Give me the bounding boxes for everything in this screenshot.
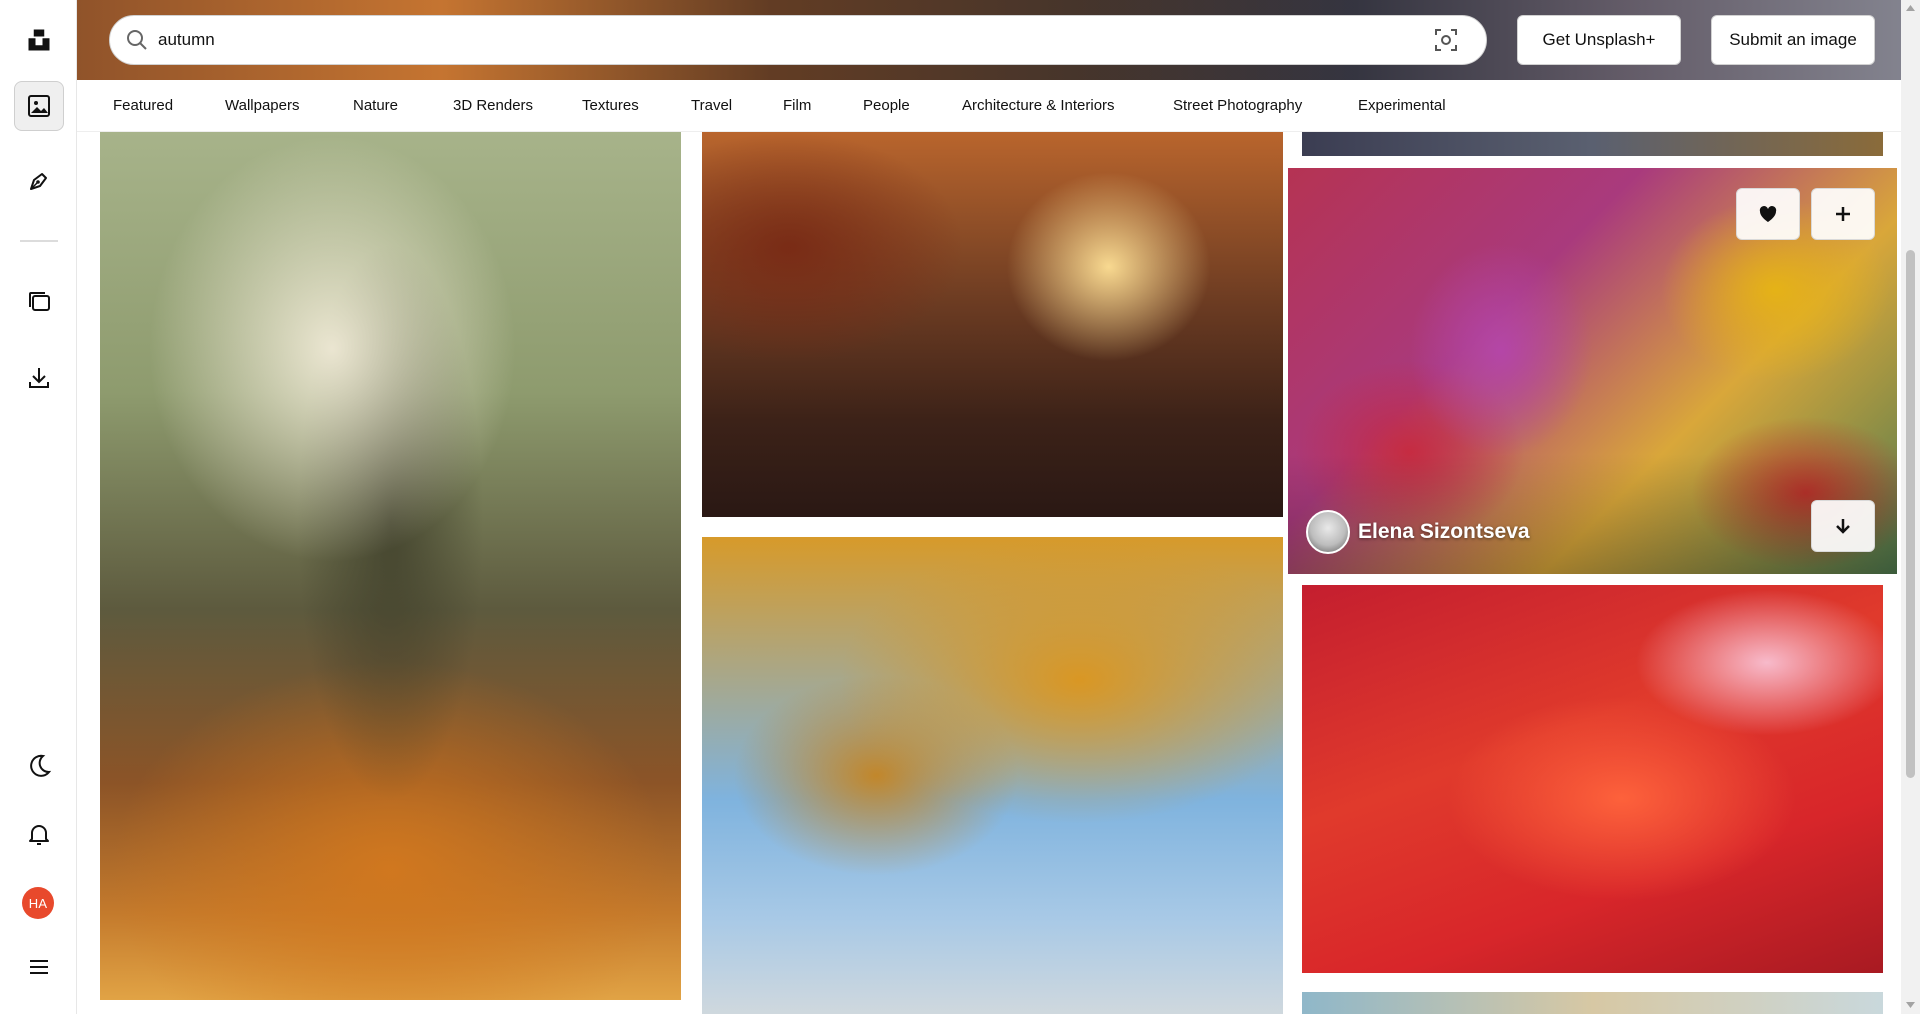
unsplash-logo-icon[interactable] [14, 15, 64, 65]
category-travel[interactable]: Travel [691, 97, 733, 114]
photo-author[interactable]: Elena Sizontseva [1306, 510, 1530, 554]
top-header: Get Unsplash+ Submit an image [77, 0, 1901, 80]
scrollbar[interactable] [1901, 0, 1920, 1014]
plus-icon [1836, 207, 1850, 221]
arrow-down-icon [1836, 519, 1850, 534]
moon-icon [30, 754, 52, 777]
red-maple-leaves-photo[interactable] [1302, 585, 1883, 973]
notifications-button[interactable] [14, 809, 64, 859]
theme-toggle-button[interactable] [14, 741, 64, 791]
category-architecture-interiors[interactable]: Architecture & Interiors [962, 97, 1115, 114]
partial-photo-top[interactable] [1302, 132, 1883, 156]
bell-icon [29, 825, 49, 845]
submit-image-button[interactable]: Submit an image [1711, 15, 1875, 65]
category-people[interactable]: People [863, 97, 910, 114]
image-icon [28, 95, 50, 117]
yellow-autumn-tree-photo[interactable] [702, 537, 1283, 1014]
falling-leaves-forest-photo[interactable] [100, 132, 681, 1000]
get-unsplash-plus-button[interactable]: Get Unsplash+ [1517, 15, 1681, 65]
download-icon [29, 368, 49, 388]
partial-photo-bottom[interactable] [1302, 992, 1883, 1014]
category-textures[interactable]: Textures [582, 97, 639, 114]
downloads-nav-button[interactable] [14, 353, 64, 403]
category-film[interactable]: Film [783, 97, 812, 114]
category-street-photography[interactable]: Street Photography [1173, 97, 1303, 114]
category-wallpapers[interactable]: Wallpapers [225, 97, 300, 114]
category-nature[interactable]: Nature [353, 97, 399, 114]
photos-nav-button[interactable] [14, 81, 64, 131]
search-icon[interactable] [126, 29, 148, 51]
visual-search-icon[interactable] [1432, 26, 1460, 54]
download-photo-button[interactable] [1811, 500, 1875, 552]
category-featured[interactable]: Featured [113, 97, 174, 114]
category-3d-renders[interactable]: 3D Renders [453, 97, 534, 114]
search-input[interactable] [158, 20, 1432, 60]
search-bar[interactable] [109, 15, 1487, 65]
heart-icon [1759, 206, 1777, 222]
like-button[interactable] [1736, 188, 1800, 240]
scroll-up-arrow-icon[interactable] [1905, 4, 1916, 12]
scroll-thumb[interactable] [1906, 250, 1915, 778]
author-name[interactable]: Elena Sizontseva [1358, 520, 1530, 543]
category-experimental[interactable]: Experimental [1358, 97, 1446, 114]
category-bar: Featured Wallpapers Nature 3D Renders Te… [77, 80, 1901, 132]
hamburger-menu-icon [30, 960, 48, 974]
scroll-down-arrow-icon[interactable] [1905, 1001, 1916, 1009]
add-to-collection-button[interactable] [1811, 188, 1875, 240]
collections-nav-button[interactable] [14, 277, 64, 327]
autumn-forest-path-photo[interactable] [702, 132, 1283, 517]
collections-icon [29, 292, 50, 311]
menu-button[interactable] [14, 942, 64, 992]
left-rail: HA [0, 0, 77, 1014]
pen-nib-icon [30, 173, 47, 190]
rail-divider [20, 240, 58, 242]
avatar[interactable]: HA [22, 887, 54, 919]
author-avatar [1306, 510, 1350, 554]
illustrations-nav-button[interactable] [14, 156, 64, 206]
